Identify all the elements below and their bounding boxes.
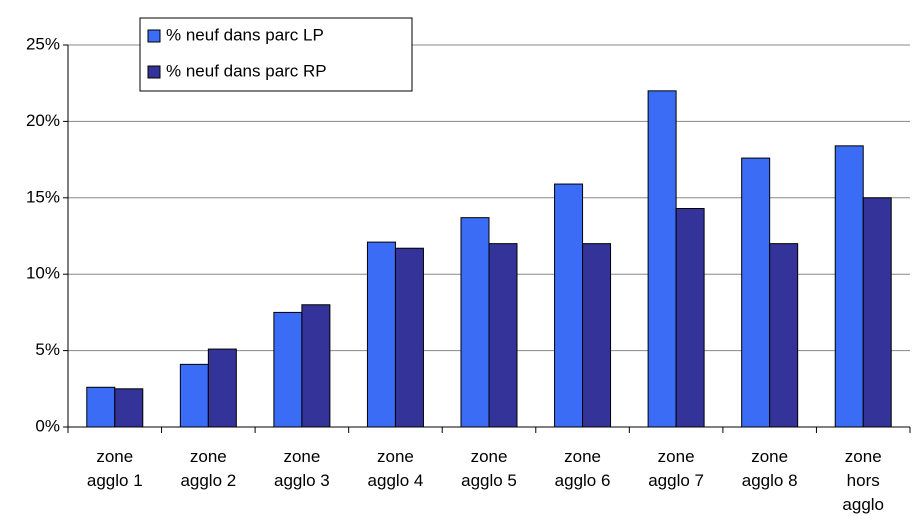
y-tick-label: 20%: [26, 111, 60, 130]
y-tick-label: 15%: [26, 187, 60, 206]
x-tick-label: zone hors agglo: [842, 447, 885, 514]
x-tick-label: zone agglo 3: [273, 447, 330, 490]
bar: [554, 183, 584, 428]
bar: [834, 145, 864, 428]
bar: [769, 243, 799, 428]
bar: [207, 348, 237, 428]
bar: [366, 241, 396, 428]
bar: [862, 197, 892, 428]
x-tick-label: zone agglo 5: [461, 447, 517, 490]
x-tick-label: zone agglo 6: [554, 447, 611, 490]
y-tick-label: 25%: [26, 34, 60, 53]
x-tick-label: zone agglo 2: [180, 447, 237, 490]
bar: [460, 217, 490, 428]
bar: [301, 304, 331, 428]
bar: [273, 311, 303, 428]
legend-label: % neuf dans parc RP: [166, 61, 327, 80]
bar: [488, 243, 518, 428]
legend-box: [139, 17, 413, 92]
y-tick-label: 5%: [35, 340, 60, 359]
x-tick-label: zone agglo 8: [741, 447, 798, 490]
x-tick-label: zone agglo 7: [648, 447, 704, 490]
bar: [114, 388, 144, 428]
legend-swatch: [147, 29, 161, 43]
bar: [179, 363, 209, 428]
bar: [582, 243, 612, 428]
bar: [675, 207, 705, 428]
legend: % neuf dans parc LP % neuf dans parc RP: [139, 17, 413, 92]
bar: [86, 386, 116, 428]
legend-label: % neuf dans parc LP: [166, 25, 324, 44]
y-tick-label: 10%: [26, 264, 60, 283]
x-tick-label: zone agglo 1: [86, 447, 143, 490]
y-tick-label: 0%: [35, 416, 60, 435]
x-tick-label: zone agglo 4: [367, 447, 424, 490]
bar: [741, 157, 771, 428]
bar: [394, 247, 424, 428]
bar: [647, 90, 677, 428]
legend-swatch: [147, 65, 161, 79]
